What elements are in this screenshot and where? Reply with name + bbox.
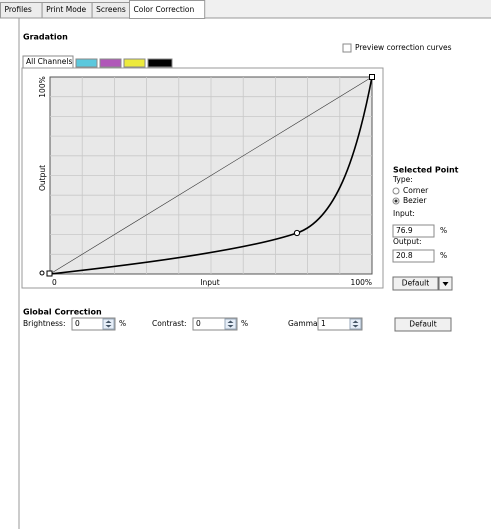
x-axis-label: Input	[200, 278, 219, 287]
tab[interactable]	[129, 0, 206, 19]
button-label: Default	[402, 279, 429, 288]
field-value: 0	[196, 319, 201, 328]
spinner-up	[105, 320, 112, 323]
origin-marker	[39, 270, 45, 276]
black-tab[interactable]	[147, 58, 173, 68]
label: Contrast:	[152, 319, 187, 328]
point[interactable]	[369, 74, 375, 80]
label: Output:	[393, 237, 422, 246]
button[interactable]	[392, 276, 439, 291]
spinner-down	[227, 325, 234, 328]
spinner[interactable]	[224, 318, 237, 330]
spinner-down	[352, 325, 359, 328]
tab-label: Screens	[96, 5, 126, 14]
radio[interactable]	[392, 187, 400, 195]
field-value: 0	[75, 319, 80, 328]
spinner-up	[352, 320, 359, 323]
field-value: 1	[321, 319, 326, 328]
y-axis-label: Output	[38, 165, 47, 191]
unit: %	[440, 226, 447, 235]
radio-label: Bezier	[403, 196, 427, 205]
spinner-down	[105, 325, 112, 328]
label: Gamma:	[288, 319, 320, 328]
button[interactable]	[394, 317, 452, 332]
section-title: Gradation	[23, 33, 68, 42]
magenta-tab[interactable]	[99, 58, 122, 68]
spinner-up	[227, 320, 234, 323]
output-value: 20.8	[396, 251, 413, 260]
label: Brightness:	[23, 319, 65, 328]
x-right-label: 100%	[351, 278, 372, 287]
cyan-tab[interactable]	[75, 58, 98, 68]
x-zero-label: 0	[52, 278, 57, 287]
unit: %	[119, 319, 126, 328]
tab-label: Print Mode	[46, 5, 86, 14]
checkbox[interactable]	[342, 43, 352, 53]
diagonal	[49, 76, 373, 275]
radio-label: Corner	[403, 186, 429, 195]
selected-point[interactable]	[293, 229, 301, 237]
label: Type:	[392, 175, 413, 184]
section-title: Global Correction	[23, 308, 102, 317]
y-top-label: 100%	[38, 76, 47, 97]
spinner[interactable]	[349, 318, 362, 330]
input-field[interactable]	[392, 224, 435, 238]
radio-dot	[394, 199, 398, 203]
spinner[interactable]	[102, 318, 115, 330]
yellow-tab[interactable]	[123, 58, 146, 68]
input-value: 76.9	[396, 226, 413, 235]
unit: %	[241, 319, 248, 328]
dropdown-arrow	[442, 282, 449, 286]
button-label: Default	[409, 320, 436, 329]
tab-label: Profiles	[5, 5, 32, 14]
tab-label: Color Correction	[134, 5, 195, 14]
input-field[interactable]	[392, 249, 435, 263]
unit: %	[440, 251, 447, 260]
point[interactable]	[46, 270, 53, 277]
checkbox-label: Preview correction curves	[355, 43, 452, 52]
panel-title: Selected Point	[393, 166, 459, 175]
channel-tab-label: All Channels	[26, 57, 72, 66]
label: Input:	[393, 209, 415, 218]
